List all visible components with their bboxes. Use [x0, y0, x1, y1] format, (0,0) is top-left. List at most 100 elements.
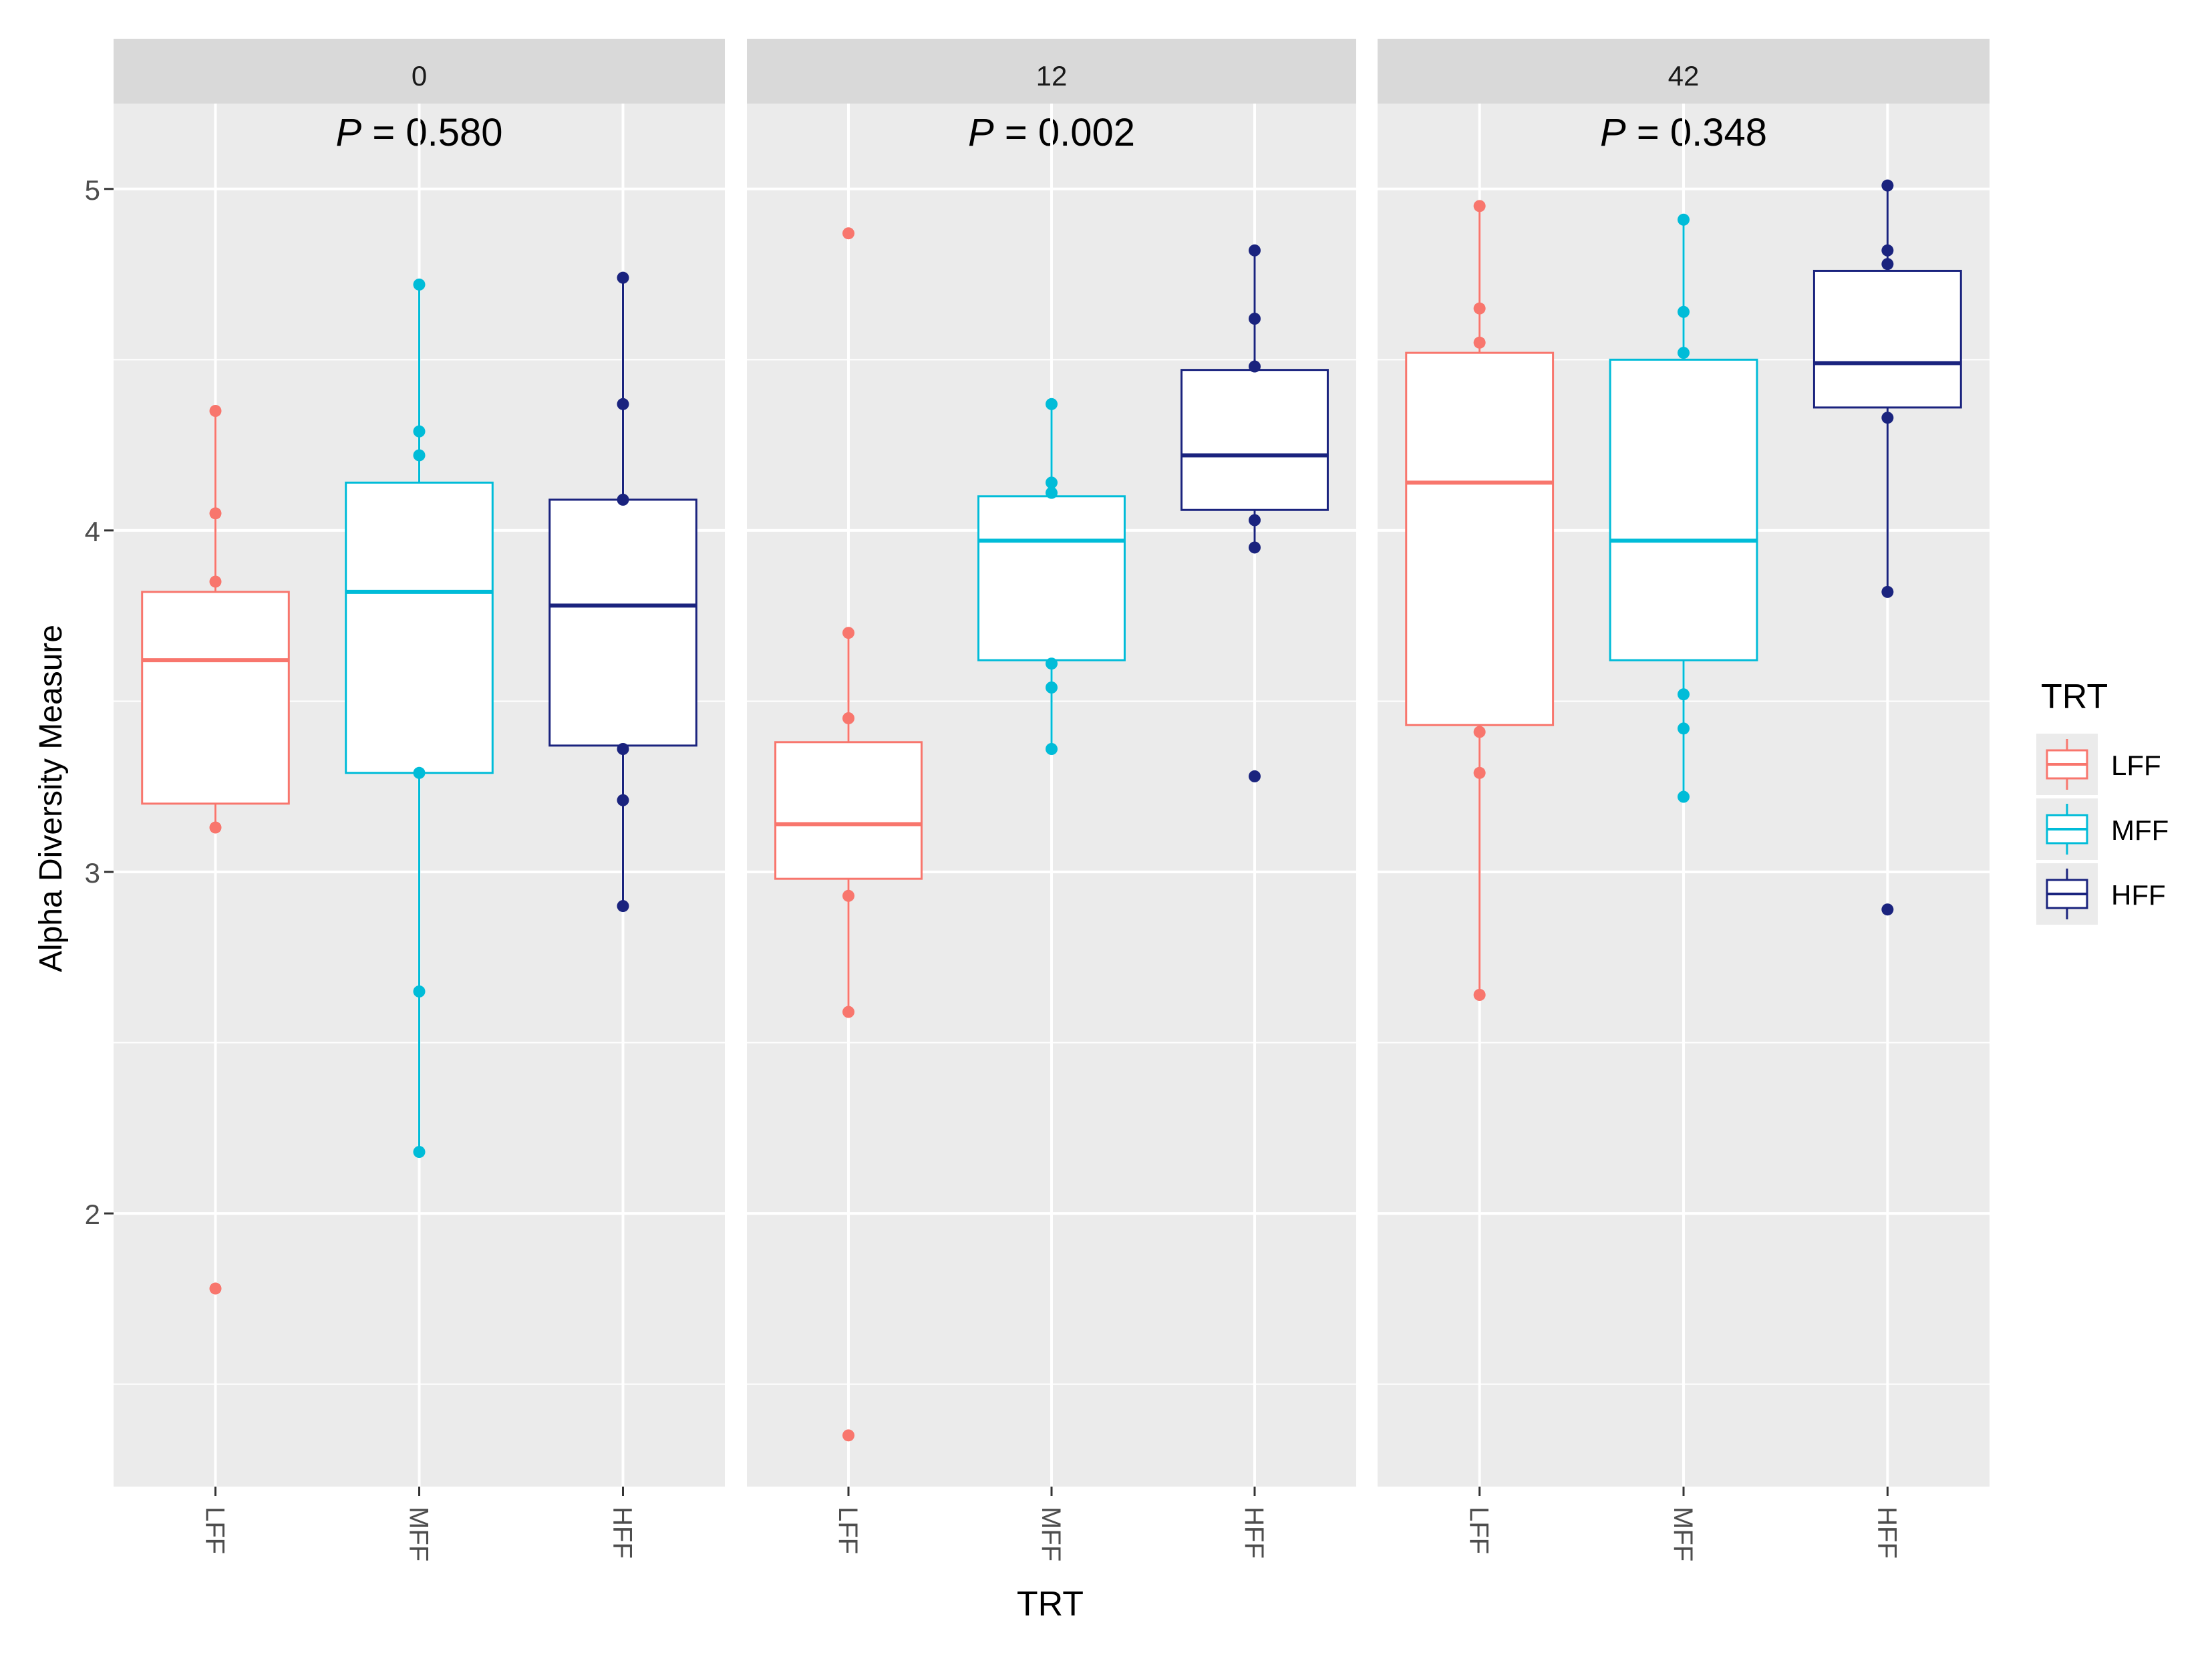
x-tick-label: LFF: [200, 1507, 230, 1554]
data-point: [1046, 682, 1058, 694]
facet-panel-0: 0 P = 0.580 LFF MFF HFF: [114, 39, 725, 1561]
data-point: [209, 821, 222, 834]
data-point: [1473, 302, 1486, 315]
data-point: [413, 1146, 426, 1159]
data-point: [1473, 200, 1486, 212]
data-point: [617, 271, 629, 284]
data-point: [1473, 336, 1486, 349]
data-point: [1249, 541, 1261, 554]
x-tick-label: HFF: [608, 1507, 637, 1559]
legend: TRT LFF MFF HFF: [2034, 677, 2188, 925]
data-point: [1678, 213, 1690, 226]
data-point: [209, 405, 222, 417]
y-axis-title: Alpha Diversity Measure: [33, 625, 69, 972]
box-lff: LFF: [141, 104, 290, 1554]
data-point: [1881, 903, 1894, 916]
data-point: [617, 493, 629, 506]
x-tick-label: LFF: [1464, 1507, 1494, 1554]
facet-strip-label: 0: [412, 60, 427, 92]
data-point: [1678, 790, 1690, 803]
data-point: [413, 278, 426, 291]
box-iqr: [1609, 358, 1758, 661]
legend-label: LFF: [2111, 750, 2161, 781]
legend-label: MFF: [2111, 814, 2169, 846]
legend-item-lff: LFF: [2036, 734, 2161, 795]
data-point: [209, 507, 222, 520]
data-point: [1881, 585, 1894, 598]
p-value-symbol: P: [1600, 111, 1626, 154]
facet-panel-12: 12 P = 0.002 LFF MFF HFF: [747, 39, 1356, 1561]
facet-panel-42: 42 P = 0.348 LFF MFF HFF: [1378, 39, 1990, 1561]
data-point: [1046, 743, 1058, 755]
box-hff: HFF: [1180, 104, 1329, 1559]
data-point: [617, 398, 629, 410]
box-iqr: [1405, 351, 1555, 726]
data-point: [1046, 486, 1058, 499]
data-point: [1678, 305, 1690, 318]
p-value-symbol: P: [336, 111, 362, 154]
data-point: [842, 712, 854, 724]
data-point: [842, 1429, 854, 1442]
data-point: [1678, 722, 1690, 735]
facet-strip: [1378, 39, 1990, 104]
x-tick-label: MFF: [1668, 1507, 1698, 1561]
legend-item-mff: MFF: [2036, 798, 2169, 860]
data-point: [1881, 179, 1894, 192]
data-point: [413, 449, 426, 462]
box-iqr: [548, 498, 697, 747]
y-tick-label: 5: [85, 174, 100, 206]
data-point: [1473, 989, 1486, 1001]
legend-item-hff: HFF: [2036, 863, 2166, 925]
box-iqr: [1812, 269, 1962, 409]
data-point: [413, 425, 426, 438]
box-iqr: [774, 741, 923, 880]
facet-strip: [114, 39, 725, 104]
facet-strip-label: 12: [1036, 60, 1068, 92]
y-tick-label: 2: [85, 1199, 100, 1230]
p-value-annotation: P = 0.580: [336, 111, 503, 154]
data-point: [1473, 726, 1486, 738]
box-mff: MFF: [1609, 104, 1758, 1561]
box-lff: LFF: [1405, 104, 1555, 1554]
data-point: [1046, 657, 1058, 670]
box-iqr: [977, 495, 1126, 661]
facet-strip-label: 42: [1668, 60, 1700, 92]
x-tick-label: HFF: [1239, 1507, 1269, 1559]
box-iqr: [141, 591, 290, 805]
box-mff: MFF: [977, 104, 1126, 1561]
p-value-annotation: P = 0.002: [968, 111, 1135, 154]
box-iqr: [345, 481, 494, 774]
x-tick-label: MFF: [404, 1507, 434, 1561]
box-hff: HFF: [1812, 104, 1962, 1559]
data-point: [842, 627, 854, 639]
data-point: [413, 766, 426, 779]
legend-label: HFF: [2111, 879, 2166, 911]
p-value-text: = 0.580: [361, 111, 502, 154]
y-tick-label: 4: [85, 516, 100, 547]
box-iqr: [1180, 369, 1329, 511]
data-point: [1881, 258, 1894, 271]
data-point: [1046, 476, 1058, 489]
legend-title: TRT: [2041, 677, 2108, 716]
p-value-symbol: P: [968, 111, 994, 154]
y-tick-label: 3: [85, 857, 100, 889]
data-point: [1249, 313, 1261, 325]
data-point: [1249, 360, 1261, 373]
x-axis-title: TRT: [1017, 1585, 1084, 1624]
y-axis: Alpha Diversity Measure 2 3 4 5: [33, 174, 114, 1230]
x-tick-label: LFF: [833, 1507, 862, 1554]
data-point: [1473, 766, 1486, 779]
data-point: [413, 985, 426, 998]
data-point: [209, 1282, 222, 1295]
data-point: [617, 743, 629, 755]
data-point: [1881, 244, 1894, 257]
p-value-annotation: P = 0.348: [1600, 111, 1767, 154]
data-point: [1678, 688, 1690, 701]
box-mff: MFF: [345, 104, 494, 1561]
x-tick-label: MFF: [1036, 1507, 1066, 1561]
data-point: [209, 575, 222, 588]
box-lff: LFF: [774, 104, 923, 1554]
data-point: [1046, 398, 1058, 410]
